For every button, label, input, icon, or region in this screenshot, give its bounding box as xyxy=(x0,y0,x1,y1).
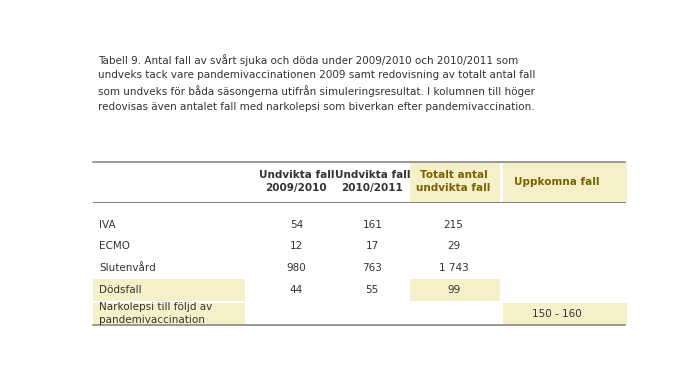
Text: 150 - 160: 150 - 160 xyxy=(532,309,582,319)
Bar xyxy=(410,279,500,300)
Text: 54: 54 xyxy=(290,220,303,230)
Text: 17: 17 xyxy=(365,242,379,251)
Text: Undvikta fall
2010/2011: Undvikta fall 2010/2011 xyxy=(335,170,410,194)
Text: ECMO: ECMO xyxy=(99,242,130,251)
Bar xyxy=(410,162,500,201)
Text: Undvikta fall
2009/2010: Undvikta fall 2009/2010 xyxy=(258,170,334,194)
Text: 980: 980 xyxy=(286,263,306,273)
Text: Slutenvård: Slutenvård xyxy=(99,263,156,273)
Text: 161: 161 xyxy=(363,220,382,230)
Text: 44: 44 xyxy=(290,285,303,295)
Bar xyxy=(503,303,627,325)
Bar xyxy=(93,279,245,300)
Text: Narkolepsi till följd av
pandemivaccination: Narkolepsi till följd av pandemivaccinat… xyxy=(99,302,213,326)
Text: 29: 29 xyxy=(447,242,461,251)
Text: IVA: IVA xyxy=(99,220,116,230)
Text: Dödsfall: Dödsfall xyxy=(99,285,142,295)
Text: 99: 99 xyxy=(447,285,461,295)
Text: 12: 12 xyxy=(290,242,303,251)
Text: Uppkomna fall: Uppkomna fall xyxy=(514,177,599,187)
Bar xyxy=(93,303,245,325)
Text: 215: 215 xyxy=(444,220,463,230)
Text: 1 743: 1 743 xyxy=(439,263,468,273)
Text: 55: 55 xyxy=(365,285,379,295)
Bar xyxy=(503,162,627,201)
Text: 763: 763 xyxy=(363,263,382,273)
Text: Tabell 9. Antal fall av svårt sjuka och döda under 2009/2010 och 2010/2011 som
u: Tabell 9. Antal fall av svårt sjuka och … xyxy=(98,54,536,112)
Text: Totalt antal
undvikta fall: Totalt antal undvikta fall xyxy=(416,170,491,194)
